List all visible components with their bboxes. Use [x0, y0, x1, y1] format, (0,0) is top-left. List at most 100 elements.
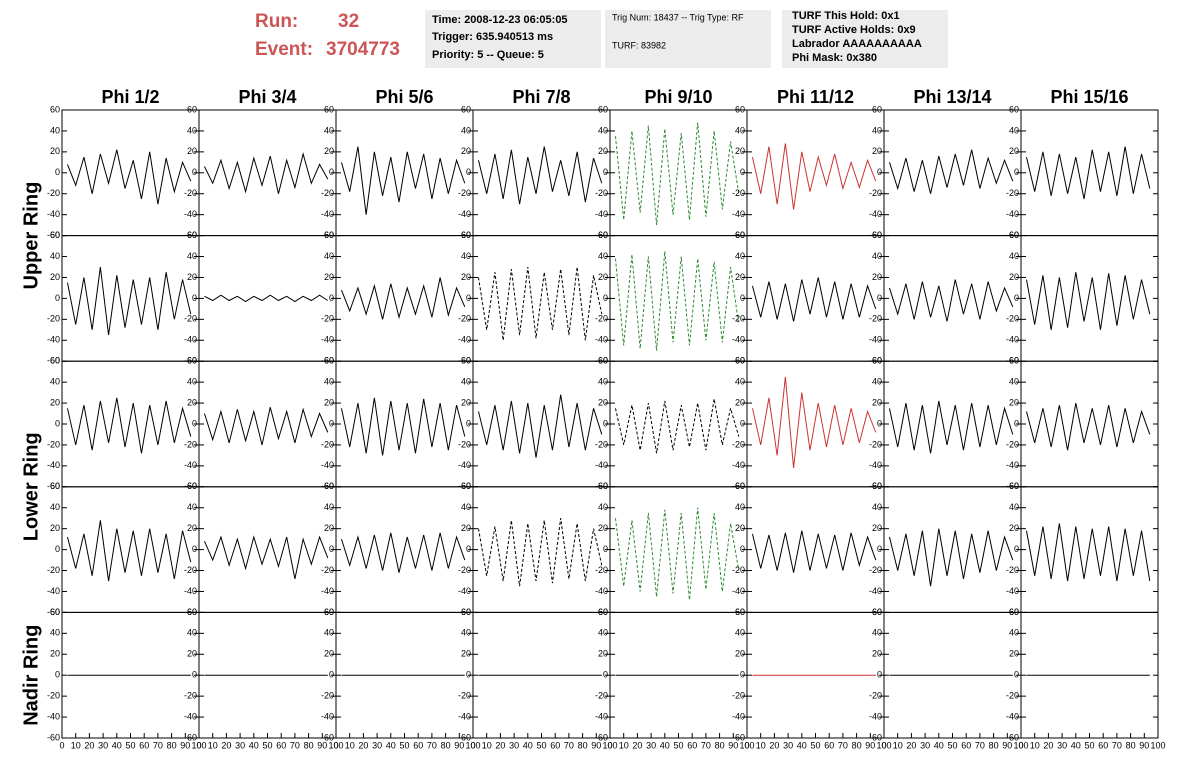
x-tick-label: 70 — [564, 740, 574, 750]
row-title: Lower Ring — [20, 432, 42, 541]
panel-frame — [746, 360, 885, 488]
x-tick-label: 100 — [1013, 740, 1028, 750]
y-tick-label: -60 — [869, 356, 882, 366]
x-tick-label: 0 — [470, 740, 475, 750]
y-tick-label: -20 — [732, 691, 745, 701]
y-tick-label: 40 — [461, 377, 471, 387]
y-tick-label: -20 — [869, 565, 882, 575]
x-tick-label: 60 — [413, 740, 423, 750]
y-tick-label: 40 — [187, 502, 197, 512]
x-tick-label: 50 — [810, 740, 820, 750]
waveform — [1025, 523, 1151, 582]
y-tick-label: 0 — [192, 544, 197, 554]
y-tick-label: -40 — [321, 209, 334, 219]
info-line: Labrador AAAAAAAAAA — [792, 38, 922, 50]
y-tick-label: 40 — [324, 628, 334, 638]
y-tick-label: -20 — [732, 314, 745, 324]
y-tick-label: 60 — [461, 104, 471, 114]
waveform — [477, 146, 603, 205]
y-tick-label: 20 — [1009, 272, 1019, 282]
y-tick-label: -20 — [595, 565, 608, 575]
panel-frame — [609, 360, 748, 488]
y-tick-label: 20 — [461, 649, 471, 659]
waveform — [340, 146, 466, 215]
y-tick-label: 20 — [187, 146, 197, 156]
y-tick-label: 40 — [461, 502, 471, 512]
waveform — [204, 151, 329, 194]
panel-frame — [609, 235, 748, 362]
y-tick-label: 20 — [324, 649, 334, 659]
x-tick-label: 0 — [744, 740, 749, 750]
y-tick-label: 40 — [1009, 251, 1019, 261]
x-tick-label: 10 — [756, 740, 766, 750]
y-tick-label: 0 — [55, 544, 60, 554]
y-tick-label: -60 — [869, 481, 882, 491]
y-tick-label: -40 — [732, 209, 745, 219]
y-tick-label: 60 — [187, 356, 197, 366]
x-tick-label: 20 — [358, 740, 368, 750]
x-tick-label: 90 — [1139, 740, 1149, 750]
y-tick-label: 20 — [598, 523, 608, 533]
y-tick-label: 20 — [598, 649, 608, 659]
y-tick-label: -60 — [184, 356, 197, 366]
x-tick-label: 30 — [783, 740, 793, 750]
y-tick-label: -40 — [869, 209, 882, 219]
y-tick-label: -40 — [595, 586, 608, 596]
x-tick-label: 40 — [249, 740, 259, 750]
waveform — [889, 149, 1014, 194]
y-tick-label: -20 — [1006, 314, 1019, 324]
y-tick-label: -20 — [184, 565, 197, 575]
y-tick-label: -40 — [458, 460, 471, 470]
y-tick-label: 20 — [1009, 649, 1019, 659]
y-tick-label: -40 — [184, 711, 197, 721]
y-tick-label: 20 — [50, 146, 60, 156]
y-tick-label: -20 — [458, 188, 471, 198]
y-tick-label: -40 — [595, 209, 608, 219]
y-tick-label: -40 — [869, 335, 882, 345]
y-tick-label: -40 — [1006, 586, 1019, 596]
y-tick-label: -40 — [595, 711, 608, 721]
y-tick-label: 0 — [740, 418, 745, 428]
x-tick-label: 40 — [1071, 740, 1081, 750]
x-tick-label: 20 — [906, 740, 916, 750]
x-tick-label: 10 — [482, 740, 492, 750]
y-tick-label: -20 — [732, 439, 745, 449]
y-tick-label: -40 — [321, 335, 334, 345]
y-tick-label: 20 — [461, 272, 471, 282]
y-tick-label: -60 — [595, 481, 608, 491]
waveform — [751, 277, 877, 322]
x-tick-label: 10 — [71, 740, 81, 750]
y-tick-label: 0 — [740, 544, 745, 554]
y-tick-label: 40 — [50, 502, 60, 512]
x-tick-label: 100 — [876, 740, 891, 750]
y-tick-label: 0 — [466, 293, 471, 303]
y-tick-label: -20 — [184, 188, 197, 198]
waveform — [614, 398, 740, 454]
event-number: 3704773 — [326, 39, 400, 60]
y-tick-label: 60 — [1009, 356, 1019, 366]
y-tick-label: 20 — [50, 272, 60, 282]
panel-frame — [883, 360, 1022, 488]
x-tick-label: 10 — [208, 740, 218, 750]
y-tick-label: 60 — [50, 230, 60, 240]
x-tick-label: 0 — [59, 740, 64, 750]
x-tick-label: 90 — [591, 740, 601, 750]
y-tick-label: -20 — [595, 188, 608, 198]
x-tick-label: 0 — [1018, 740, 1023, 750]
y-tick-label: 20 — [872, 649, 882, 659]
y-tick-label: -60 — [458, 732, 471, 742]
panel-frame — [335, 109, 474, 237]
x-tick-label: 40 — [112, 740, 122, 750]
y-tick-label: -60 — [458, 230, 471, 240]
y-tick-label: 60 — [461, 481, 471, 491]
y-tick-label: 60 — [461, 607, 471, 617]
waveform — [477, 266, 603, 341]
x-tick-label: 20 — [769, 740, 779, 750]
column-title: Phi 13/14 — [913, 87, 991, 107]
y-tick-label: 20 — [187, 523, 197, 533]
y-tick-label: 0 — [192, 293, 197, 303]
x-tick-label: 50 — [947, 740, 957, 750]
y-tick-label: 0 — [877, 418, 882, 428]
y-tick-label: -20 — [184, 691, 197, 701]
y-tick-label: 20 — [50, 523, 60, 533]
